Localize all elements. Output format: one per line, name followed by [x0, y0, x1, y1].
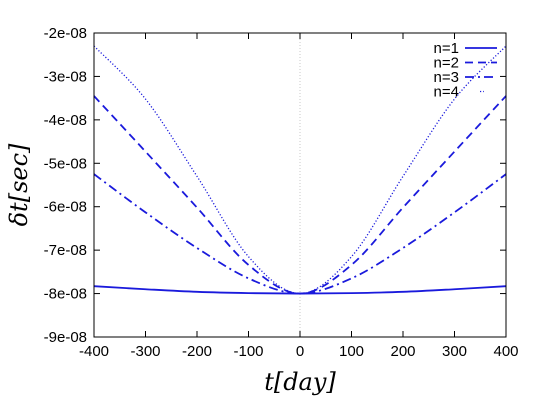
y-tick-label: -5e-08: [44, 155, 87, 172]
x-tick-label: -400: [79, 343, 109, 360]
series-layer: [93, 45, 507, 295]
x-tick-label: 200: [390, 343, 415, 360]
x-tick-label: 100: [339, 343, 364, 360]
y-tick-label: -2e-08: [44, 25, 87, 42]
x-tick-label: -100: [233, 343, 263, 360]
series-line-n=3: [93, 173, 507, 295]
legend-label: n=1: [434, 40, 459, 57]
y-tick-label: -4e-08: [44, 112, 87, 129]
x-tick-label: -200: [182, 343, 212, 360]
x-tick-label: 0: [296, 343, 304, 360]
y-tick-label: -6e-08: [44, 199, 87, 216]
x-axis-label: t[day]: [264, 368, 336, 396]
x-tick-label: -300: [130, 343, 160, 360]
legend-label: n=2: [434, 55, 459, 72]
y-tick-label: -3e-08: [44, 68, 87, 85]
tick-layer: -400 -300 -200 -100 0 100 200 300 400 -2e-08 -3e-0…: [44, 25, 519, 360]
series-line-n=4: [93, 45, 507, 295]
y-tick-label: -9e-08: [44, 329, 87, 346]
y-axis-label: δt[sec]: [5, 143, 33, 226]
series-line-n=2: [93, 95, 507, 295]
legend-label: n=3: [434, 69, 459, 86]
legend: n=1n=2n=3n=4: [434, 40, 497, 101]
x-tick-label: 300: [442, 343, 467, 360]
series-line-n=1: [93, 285, 507, 295]
legend-label: n=4: [434, 84, 459, 101]
y-tick-label: -8e-08: [44, 286, 87, 303]
x-tick-label: 400: [493, 343, 518, 360]
y-tick-label: -7e-08: [44, 242, 87, 259]
